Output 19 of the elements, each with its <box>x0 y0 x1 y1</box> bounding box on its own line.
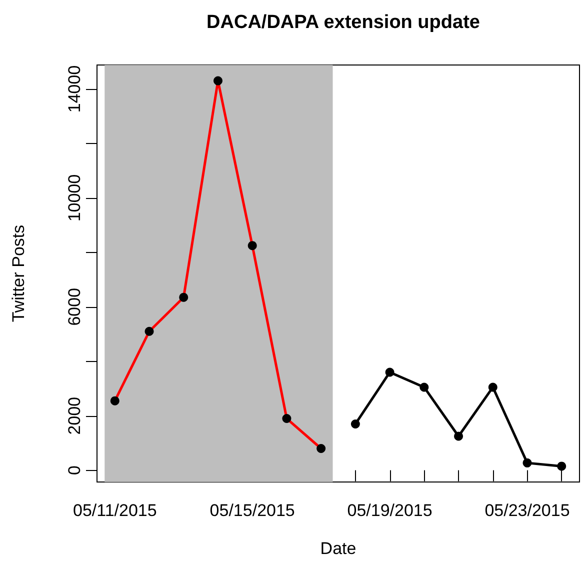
point <box>420 382 429 392</box>
point <box>385 368 394 377</box>
y-axis-title: Twitter Posts <box>9 224 28 322</box>
x-axis-title: Date <box>320 539 356 558</box>
y-tick-label: 6000 <box>65 288 84 326</box>
x-tick-label: 05/15/2015 <box>210 501 295 520</box>
point <box>557 462 566 471</box>
y-tick-label: 0 <box>65 466 84 476</box>
point <box>522 458 532 468</box>
x-tick-label: 05/19/2015 <box>347 501 432 520</box>
y-tick-label: 14000 <box>65 65 84 113</box>
y-tick-label: 2000 <box>65 396 84 435</box>
point <box>454 432 464 441</box>
point <box>350 419 360 428</box>
x-tick-label: 05/11/2015 <box>72 501 157 520</box>
x-tick-label: 05/23/2015 <box>484 501 570 520</box>
y-tick-label: 10000 <box>65 174 84 222</box>
chart-title: DACA/DAPA extension update <box>206 12 480 33</box>
point <box>488 382 498 392</box>
